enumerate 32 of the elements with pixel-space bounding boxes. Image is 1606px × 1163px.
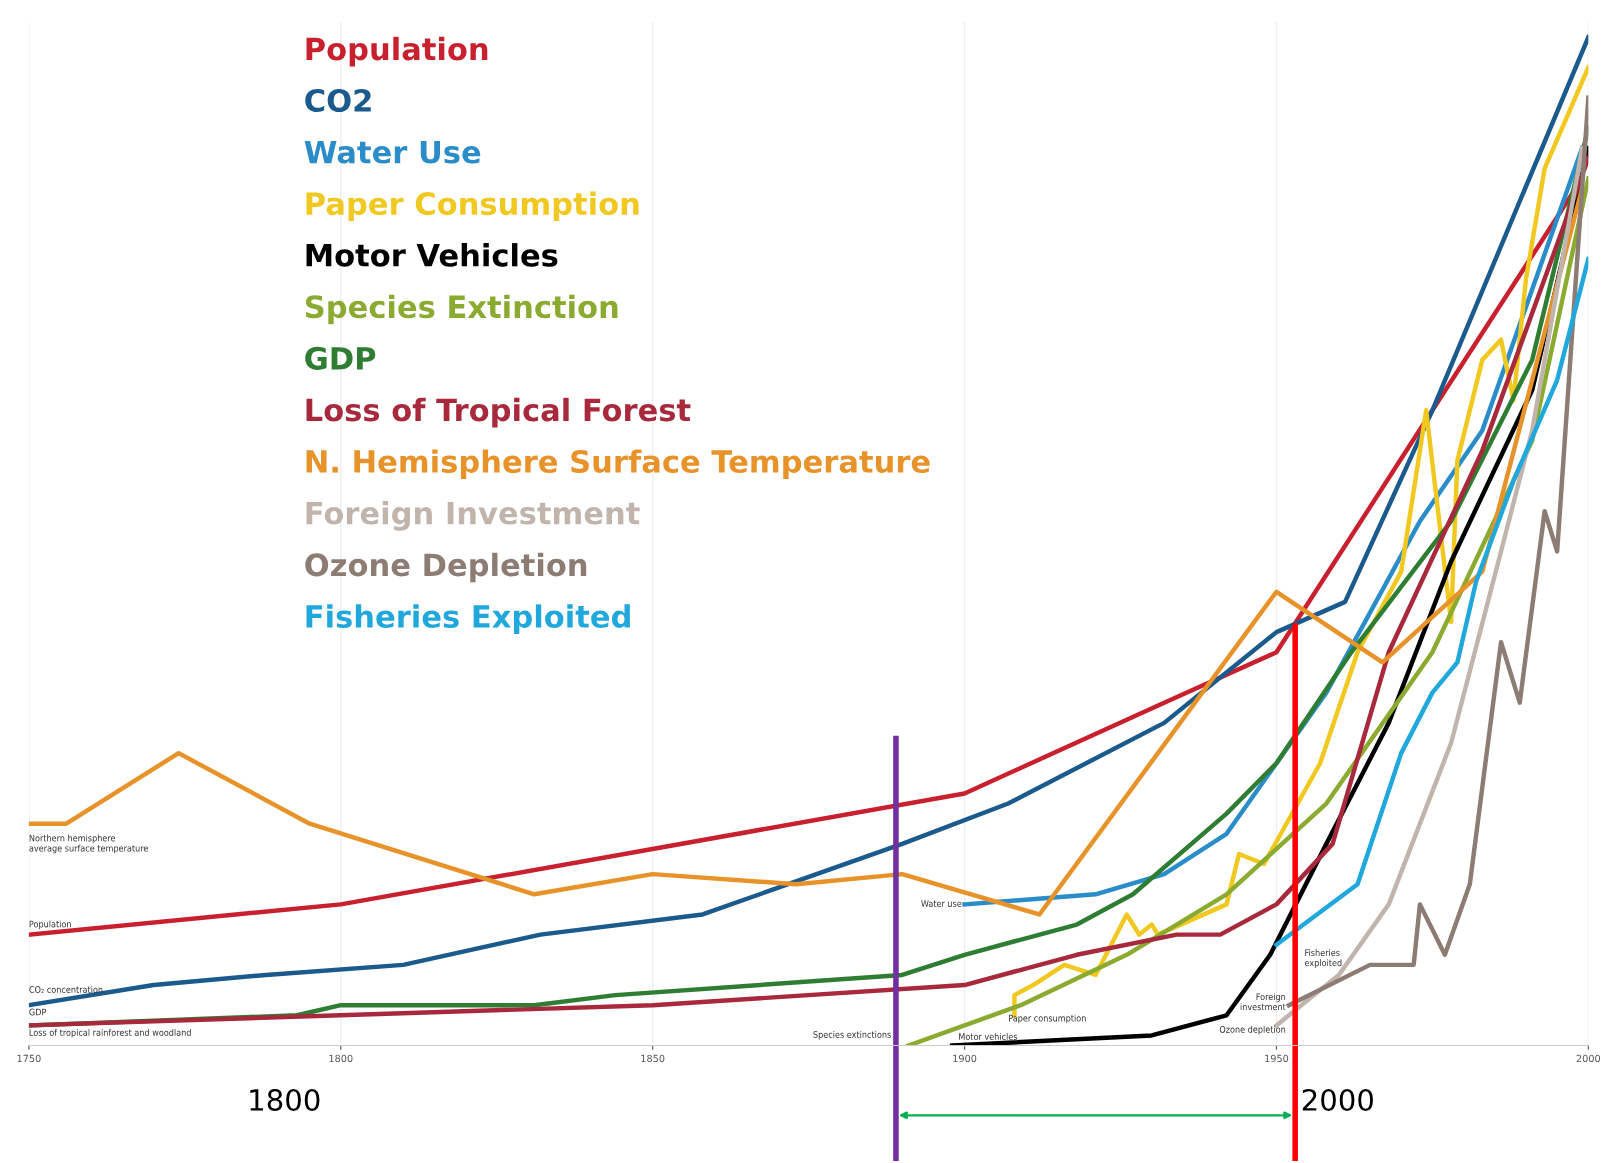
- x-tick-label: 1900: [953, 1054, 977, 1063]
- x-tick-label: 1750: [17, 1054, 41, 1063]
- text: CO2: [305, 88, 371, 113]
- text: Foreign Investment: [306, 500, 640, 531]
- x-tick-label: 1850: [641, 1054, 665, 1063]
- annotation: Loss of tropical rainforest and woodland: [29, 1028, 191, 1038]
- text: Species Extinction: [305, 294, 618, 325]
- annotation: Foreign investment: [1240, 993, 1286, 1011]
- text: Water Use: [304, 140, 481, 164]
- annotation: GDP: [29, 1008, 47, 1016]
- annotation: CO₂ concentration: [29, 985, 103, 993]
- annotation: Fisheries exploited: [1304, 949, 1342, 968]
- x-tick-label: 1800: [329, 1054, 353, 1063]
- text: 1800: [250, 1088, 320, 1111]
- annotation: Species extinctions: [813, 1030, 891, 1040]
- annotation: Water use: [921, 900, 962, 907]
- x-tick-label: 2000: [1576, 1054, 1601, 1063]
- text: GDP: [305, 346, 376, 370]
- text: Population: [306, 36, 488, 67]
- annotation: Northern hemisphere average surface temperature: [29, 834, 148, 854]
- annotation: Ozone depletion: [1219, 1025, 1286, 1035]
- text: Motor Vehicles: [306, 243, 558, 267]
- text: Ozone Depletion: [305, 552, 587, 583]
- annotation: Motor vehicles: [959, 1032, 1018, 1040]
- text: Loss of Tropical Forest: [306, 397, 691, 428]
- x-tick-label: 1950: [1265, 1054, 1289, 1063]
- text: Fisheries Exploited: [306, 604, 630, 634]
- text: 2000: [1302, 1088, 1373, 1111]
- annotation: Population: [29, 920, 71, 930]
- text: N. Hemisphere Surface Temperature: [306, 449, 930, 479]
- text: Paper Consumption: [306, 191, 639, 222]
- annotation: Paper consumption: [1009, 1014, 1086, 1024]
